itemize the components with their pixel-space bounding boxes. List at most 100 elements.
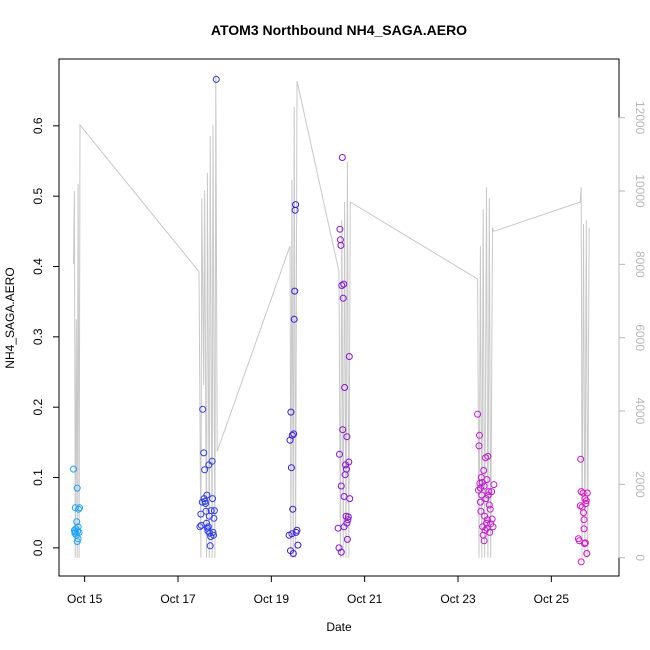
- data-point: [580, 509, 587, 517]
- data-point: [485, 501, 493, 509]
- y2-tick-label: 12000: [633, 101, 647, 135]
- data-point: [488, 515, 496, 523]
- data-point: [335, 544, 343, 552]
- data-point: [212, 75, 220, 83]
- y2-tick-label: 10000: [633, 174, 647, 208]
- data-point: [203, 519, 210, 527]
- y2-tick-label: 6000: [633, 324, 647, 351]
- data-point: [337, 482, 345, 490]
- data-point: [476, 431, 483, 439]
- data-point: [202, 507, 210, 515]
- data-point: [337, 548, 345, 556]
- data-point: [345, 458, 353, 466]
- data-point: [289, 550, 297, 557]
- data-point: [477, 507, 485, 515]
- y2-tick-label: 0: [633, 554, 647, 561]
- data-point: [294, 541, 302, 549]
- x-tick-label: Oct 15: [67, 592, 103, 606]
- data-point: [344, 513, 352, 521]
- data-point: [196, 523, 204, 531]
- data-point: [474, 410, 482, 418]
- y-tick-label: 0.2: [31, 399, 45, 416]
- series-4: [474, 410, 498, 545]
- x-tick-label: Oct 19: [254, 592, 290, 606]
- data-point: [488, 488, 496, 496]
- data-point: [209, 528, 217, 536]
- data-point: [483, 516, 491, 524]
- data-point: [293, 526, 301, 534]
- data-point: [289, 505, 297, 513]
- data-point: [479, 523, 487, 531]
- data-point: [287, 408, 295, 416]
- data-point: [206, 542, 214, 550]
- data-point: [201, 466, 209, 474]
- y-tick-label: 0.6: [31, 117, 45, 134]
- data-point: [208, 457, 216, 465]
- data-point: [209, 495, 216, 503]
- y-tick-label: 0.4: [31, 258, 45, 275]
- data-point: [577, 488, 585, 496]
- x-tick-label: Oct 23: [440, 592, 476, 606]
- series-2: [285, 201, 302, 557]
- data-point: [476, 498, 484, 506]
- data-point: [483, 476, 491, 484]
- series-3: [334, 154, 354, 556]
- data-point: [581, 539, 589, 547]
- altitude-layer: [73, 73, 590, 558]
- data-point: [480, 537, 488, 545]
- data-point: [340, 280, 348, 288]
- data-point: [490, 481, 498, 489]
- data-point: [198, 498, 206, 506]
- data-point: [287, 464, 295, 472]
- x-axis-label: Date: [326, 620, 352, 634]
- data-point: [338, 282, 346, 289]
- data-point: [336, 236, 344, 244]
- data-point: [206, 529, 214, 537]
- data-point: [203, 491, 211, 499]
- data-point: [210, 531, 217, 539]
- data-point: [486, 505, 494, 513]
- data-point: [475, 442, 483, 450]
- data-point: [75, 505, 83, 513]
- y2-tick-label: 8000: [633, 251, 647, 278]
- data-points-layer: [70, 75, 591, 566]
- data-point: [291, 206, 299, 214]
- data-point: [210, 514, 218, 522]
- y-tick-label: 0.1: [31, 469, 45, 486]
- data-point: [288, 431, 296, 439]
- series-0: [70, 465, 83, 545]
- y-tick-label: 0.3: [31, 328, 45, 345]
- data-point: [199, 405, 207, 413]
- y2-tick-label: 2000: [633, 471, 647, 498]
- data-point: [582, 497, 590, 505]
- data-point: [343, 465, 350, 473]
- data-point: [291, 287, 299, 295]
- data-point: [580, 525, 588, 533]
- data-point: [475, 486, 482, 494]
- data-point: [73, 518, 81, 526]
- y2-tick-label: 4000: [633, 398, 647, 425]
- data-point: [339, 426, 347, 434]
- data-point: [580, 516, 588, 524]
- data-point: [485, 488, 493, 496]
- data-point: [290, 315, 298, 323]
- chart-title: ATOM3 Northbound NH4_SAGA.AERO: [211, 22, 467, 38]
- x-tick-label: Oct 25: [534, 592, 570, 606]
- data-point: [480, 482, 488, 490]
- data-point: [582, 500, 590, 507]
- data-point: [74, 535, 82, 543]
- data-point: [343, 519, 351, 527]
- series-5: [574, 455, 591, 566]
- data-point: [583, 489, 591, 497]
- y2-axis: 0 2000 4000 6000 8000 10000 12000: [618, 101, 647, 561]
- data-point: [288, 530, 296, 538]
- data-point: [341, 384, 349, 391]
- data-point: [577, 455, 585, 463]
- data-point: [345, 353, 353, 360]
- data-point: [73, 484, 81, 492]
- data-point: [339, 294, 347, 302]
- data-point: [336, 450, 343, 458]
- y-tick-label: 0.5: [31, 187, 45, 204]
- x-axis: Oct 15 Oct 17 Oct 19 Oct 21 Oct 23 Oct 25: [67, 575, 570, 606]
- data-point: [344, 516, 352, 524]
